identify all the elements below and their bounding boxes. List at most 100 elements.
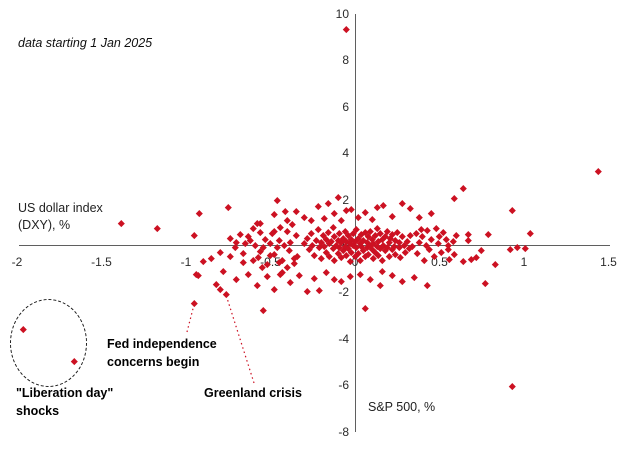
data-point	[388, 212, 396, 220]
data-point	[492, 261, 499, 268]
data-point	[407, 204, 415, 212]
data-point	[292, 231, 300, 239]
data-point	[361, 305, 369, 312]
y-tick-label: -2	[338, 285, 349, 300]
data-point	[196, 210, 203, 217]
data-point	[226, 253, 234, 260]
data-point	[307, 217, 315, 224]
data-point	[522, 245, 529, 252]
y-tick-label: 6	[342, 99, 349, 114]
annotation-greenland-crisis: Greenland crisis	[204, 386, 302, 400]
data-point	[459, 257, 467, 265]
data-point	[270, 285, 278, 293]
y-tick-label: 8	[342, 53, 349, 68]
data-point	[240, 249, 247, 257]
y-tick-label: 4	[342, 146, 349, 161]
x-axis-title: S&P 500, %	[368, 400, 436, 414]
leader-line	[226, 299, 255, 384]
data-point	[331, 256, 338, 264]
chart-subtitle: data starting 1 Jan 2025	[18, 36, 153, 50]
y-axis-line	[355, 14, 356, 432]
data-point	[356, 270, 364, 278]
liberation-day-ellipse	[10, 299, 87, 387]
data-point	[331, 210, 338, 217]
data-point	[338, 277, 345, 285]
data-point	[292, 207, 300, 215]
data-point	[361, 209, 369, 216]
data-point	[245, 270, 252, 278]
data-point	[208, 255, 215, 262]
data-point	[317, 255, 325, 262]
data-point	[236, 231, 244, 238]
data-point	[301, 213, 308, 221]
data-point	[348, 205, 355, 213]
data-point	[321, 214, 328, 222]
data-point	[226, 234, 234, 242]
data-point	[240, 258, 247, 266]
data-point	[314, 226, 322, 233]
leader-line	[186, 306, 195, 333]
data-point	[424, 226, 431, 234]
data-point	[432, 224, 440, 232]
data-point	[388, 271, 396, 279]
y-tick-label: -6	[338, 378, 349, 393]
x-tick-label: 1	[520, 255, 528, 269]
data-point	[280, 241, 288, 249]
data-point	[453, 232, 460, 239]
data-point	[285, 247, 293, 254]
data-point	[260, 306, 267, 314]
data-point	[270, 211, 278, 218]
data-point	[295, 271, 303, 279]
data-point	[338, 217, 345, 224]
data-point	[464, 236, 472, 244]
data-point	[366, 276, 374, 283]
data-point	[355, 213, 362, 221]
data-point	[311, 275, 318, 282]
data-point	[419, 232, 426, 240]
data-point	[223, 291, 230, 298]
data-point	[219, 268, 227, 275]
x-tick-label: 0	[351, 255, 359, 269]
x-tick-label: 0.5	[431, 255, 448, 269]
x-tick-label: 1.5	[600, 255, 617, 269]
data-point	[289, 220, 296, 228]
annotation-liberation-day-shocks: "Liberation day" shocks	[16, 386, 114, 418]
data-point	[216, 285, 224, 293]
data-point	[274, 197, 281, 204]
data-point	[368, 216, 376, 223]
data-point	[346, 272, 354, 280]
y-tick-label: -8	[338, 424, 349, 439]
data-point	[154, 225, 161, 232]
data-point	[399, 199, 406, 207]
data-point	[424, 281, 431, 289]
data-point	[415, 213, 423, 221]
data-point	[191, 299, 198, 307]
data-point	[414, 249, 421, 257]
data-point	[378, 256, 386, 264]
annotation-fed-independence: Fed independence concerns begin	[107, 337, 217, 369]
data-point	[427, 235, 435, 243]
data-point	[595, 168, 602, 175]
data-point	[275, 236, 283, 244]
data-point	[323, 269, 330, 276]
data-point	[284, 263, 291, 271]
data-point	[224, 204, 232, 211]
x-tick-label: -1	[180, 255, 192, 269]
data-point	[263, 272, 271, 280]
y-tick-label: 10	[335, 7, 349, 21]
data-point	[377, 282, 384, 289]
data-point	[253, 282, 261, 289]
data-point	[282, 207, 289, 215]
data-point	[277, 223, 284, 231]
data-point	[257, 228, 264, 236]
data-point	[473, 253, 480, 261]
data-point	[118, 219, 126, 227]
y-tick-label: 2	[342, 192, 349, 207]
data-point	[427, 210, 435, 217]
data-point	[410, 274, 418, 281]
data-point	[399, 277, 406, 285]
data-point	[378, 268, 386, 275]
data-point	[307, 229, 315, 237]
data-point	[380, 201, 387, 209]
